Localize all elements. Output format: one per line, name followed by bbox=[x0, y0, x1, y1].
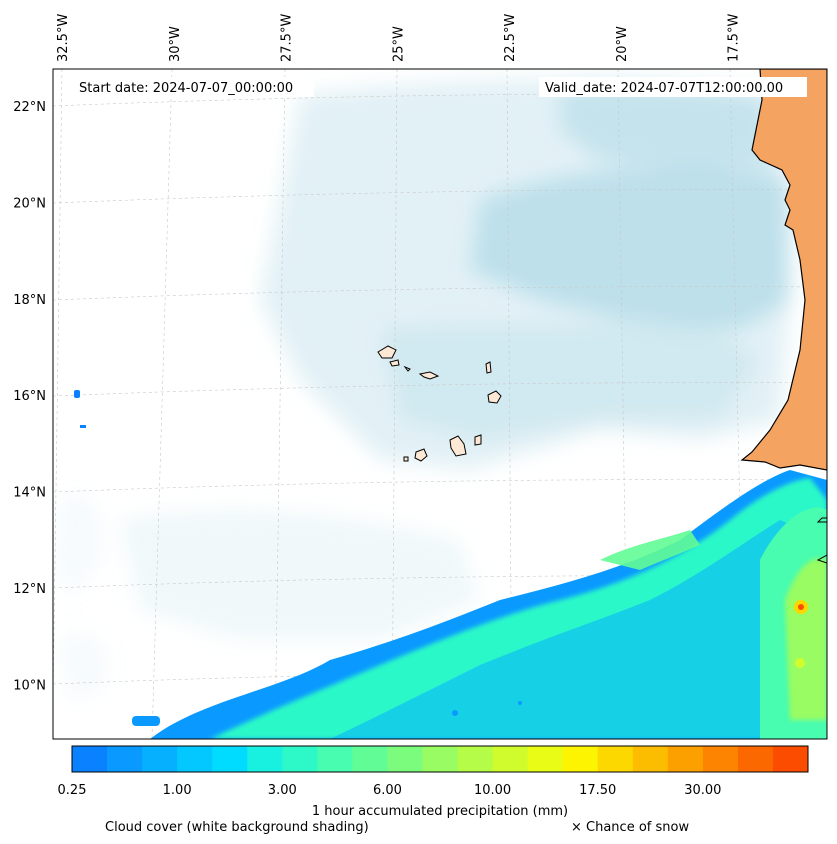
lat-tick-label: 16°N bbox=[13, 389, 46, 404]
latitude-tick-labels: 22°N 20°N 18°N 16°N 14°N 12°N 10°N bbox=[13, 100, 46, 693]
cape-verde-islands bbox=[377, 345, 502, 462]
colorbar-segment bbox=[422, 746, 459, 772]
colorbar-segment bbox=[282, 746, 318, 772]
colorbar-segment bbox=[562, 746, 599, 772]
colorbar-tick-label: 1.00 bbox=[163, 783, 192, 798]
colorbar-segment bbox=[772, 746, 809, 772]
lon-tick-label: 27.5°W bbox=[280, 14, 295, 62]
longitude-tick-labels: 32.5°W 30°W 27.5°W 25°W 22.5°W 20°W 17.5°W bbox=[56, 14, 742, 62]
colorbar-tick-label: 17.50 bbox=[579, 783, 616, 798]
lon-tick-label: 32.5°W bbox=[56, 14, 71, 62]
colorbar-segment bbox=[632, 746, 669, 772]
lon-tick-label: 30°W bbox=[168, 26, 183, 62]
start-date-label: Start date: 2024-07-07_00:00:00 bbox=[79, 81, 293, 96]
colorbar-segment bbox=[702, 746, 739, 772]
colorbar-tick-label: 0.25 bbox=[58, 783, 87, 798]
lat-tick-label: 18°N bbox=[13, 293, 46, 308]
cloud-cover-legend: Cloud cover (white background shading) bbox=[105, 820, 369, 835]
colorbar-tick-label: 30.00 bbox=[684, 783, 721, 798]
colorbar-segment bbox=[387, 746, 423, 772]
valid-date-label: Valid_date: 2024-07-07T12:00:00.00 bbox=[545, 81, 783, 96]
colorbar-frame bbox=[71, 745, 809, 773]
precipitation-layer bbox=[74, 390, 827, 739]
lat-tick-label: 10°N bbox=[13, 678, 46, 693]
colorbar-segment bbox=[142, 746, 178, 772]
colorbar-tick-label: 3.00 bbox=[268, 783, 297, 798]
start-date-box: Start date: 2024-07-07_00:00:00 bbox=[73, 77, 314, 97]
lon-tick-label: 22.5°W bbox=[503, 14, 518, 62]
lon-tick-label: 25°W bbox=[391, 26, 406, 62]
colorbar-tick-label: 6.00 bbox=[373, 783, 402, 798]
colorbar-segment bbox=[72, 746, 108, 772]
colorbar bbox=[71, 745, 809, 773]
colorbar-segment bbox=[457, 746, 494, 772]
cloud-cover-layer bbox=[55, 79, 790, 700]
snow-legend: × Chance of snow bbox=[571, 820, 689, 835]
colorbar-tick-label: 10.00 bbox=[474, 783, 511, 798]
colorbar-segment bbox=[247, 746, 283, 772]
colorbar-segment bbox=[492, 746, 529, 772]
colorbar-segment bbox=[317, 746, 353, 772]
colorbar-segment bbox=[212, 746, 248, 772]
colorbar-segment bbox=[737, 746, 774, 772]
colorbar-title: 1 hour accumulated precipitation (mm) bbox=[312, 804, 568, 819]
colorbar-segment bbox=[597, 746, 634, 772]
africa-land bbox=[740, 69, 827, 471]
colorbar-segment bbox=[667, 746, 704, 772]
colorbar-segment bbox=[527, 746, 564, 772]
colorbar-tick-labels: 0.25 1.00 3.00 6.00 10.00 17.50 30.00 bbox=[58, 783, 722, 798]
map-frame bbox=[52, 68, 828, 740]
lon-tick-label: 17.5°W bbox=[727, 14, 742, 62]
lat-tick-label: 12°N bbox=[13, 582, 46, 597]
colorbar-segment bbox=[177, 746, 213, 772]
lat-tick-label: 14°N bbox=[13, 486, 46, 501]
valid-date-box: Valid_date: 2024-07-07T12:00:00.00 bbox=[539, 77, 807, 97]
colorbar-segment bbox=[352, 746, 388, 772]
lat-tick-label: 20°N bbox=[13, 196, 46, 211]
lon-tick-label: 20°W bbox=[615, 26, 630, 62]
lat-tick-label: 22°N bbox=[13, 100, 46, 115]
colorbar-segment bbox=[107, 746, 143, 772]
